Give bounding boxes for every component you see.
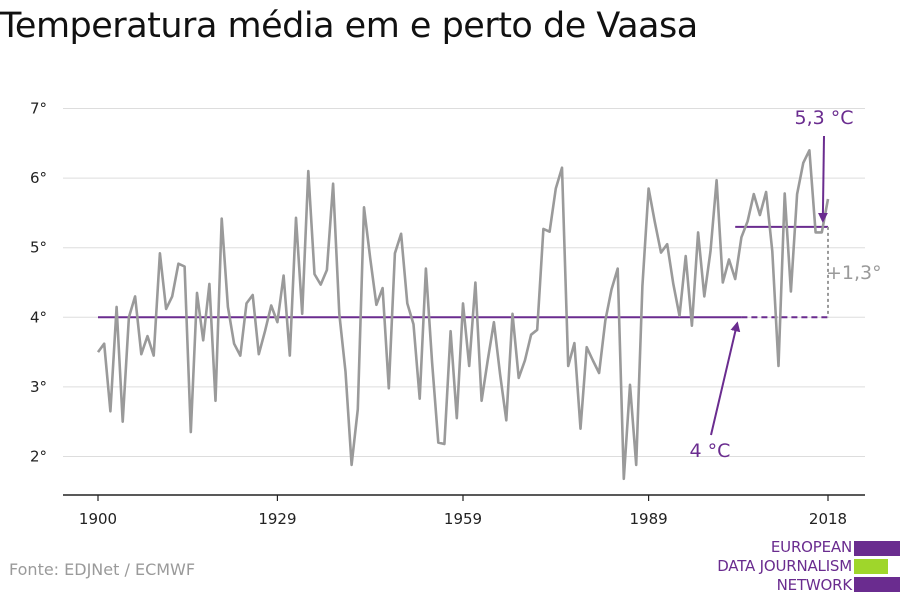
logo-line-1: EUROPEAN (770, 538, 852, 556)
series (96, 149, 830, 481)
y-tick-label: 3° (30, 378, 47, 396)
arrow-recent-mean (817, 135, 828, 223)
annotation-difference: +1,3° (826, 262, 882, 284)
y-tick-label: 4° (30, 308, 47, 326)
logo-bar-green (854, 559, 888, 574)
axes: 1900 1929 1959 1989 2018 (63, 494, 865, 528)
logo-line-2: DATA JOURNALISM (717, 557, 852, 575)
logo-bar-purple-bottom (854, 577, 900, 592)
annotations: 5,3 °C 4 °C +1,3° (690, 107, 882, 462)
y-tick-label: 2° (30, 448, 47, 466)
y-tick-label: 6° (30, 169, 47, 187)
logo-line-3: NETWORK (776, 576, 853, 594)
y-tick-label: 7° (30, 100, 47, 118)
logo-bar-purple-top (854, 541, 900, 556)
chart-title: Temperatura média em e perto de Vaasa (0, 6, 698, 46)
arrow-baseline-mean (710, 321, 741, 436)
x-tick-label: 1900 (79, 510, 117, 528)
x-tick-label: 1929 (258, 510, 296, 528)
source-note: Fonte: EDJNet / ECMWF (9, 560, 196, 579)
edjnet-logo: EUROPEAN DATA JOURNALISM NETWORK (690, 538, 900, 596)
temperature-series-line (96, 149, 830, 481)
x-tick-label: 2018 (809, 510, 847, 528)
x-tick-label: 1959 (444, 510, 482, 528)
annotation-recent-mean: 5,3 °C (794, 107, 853, 129)
x-tick-label: 1989 (629, 510, 667, 528)
y-tick-label: 5° (30, 239, 47, 257)
annotation-baseline-mean: 4 °C (690, 440, 731, 462)
